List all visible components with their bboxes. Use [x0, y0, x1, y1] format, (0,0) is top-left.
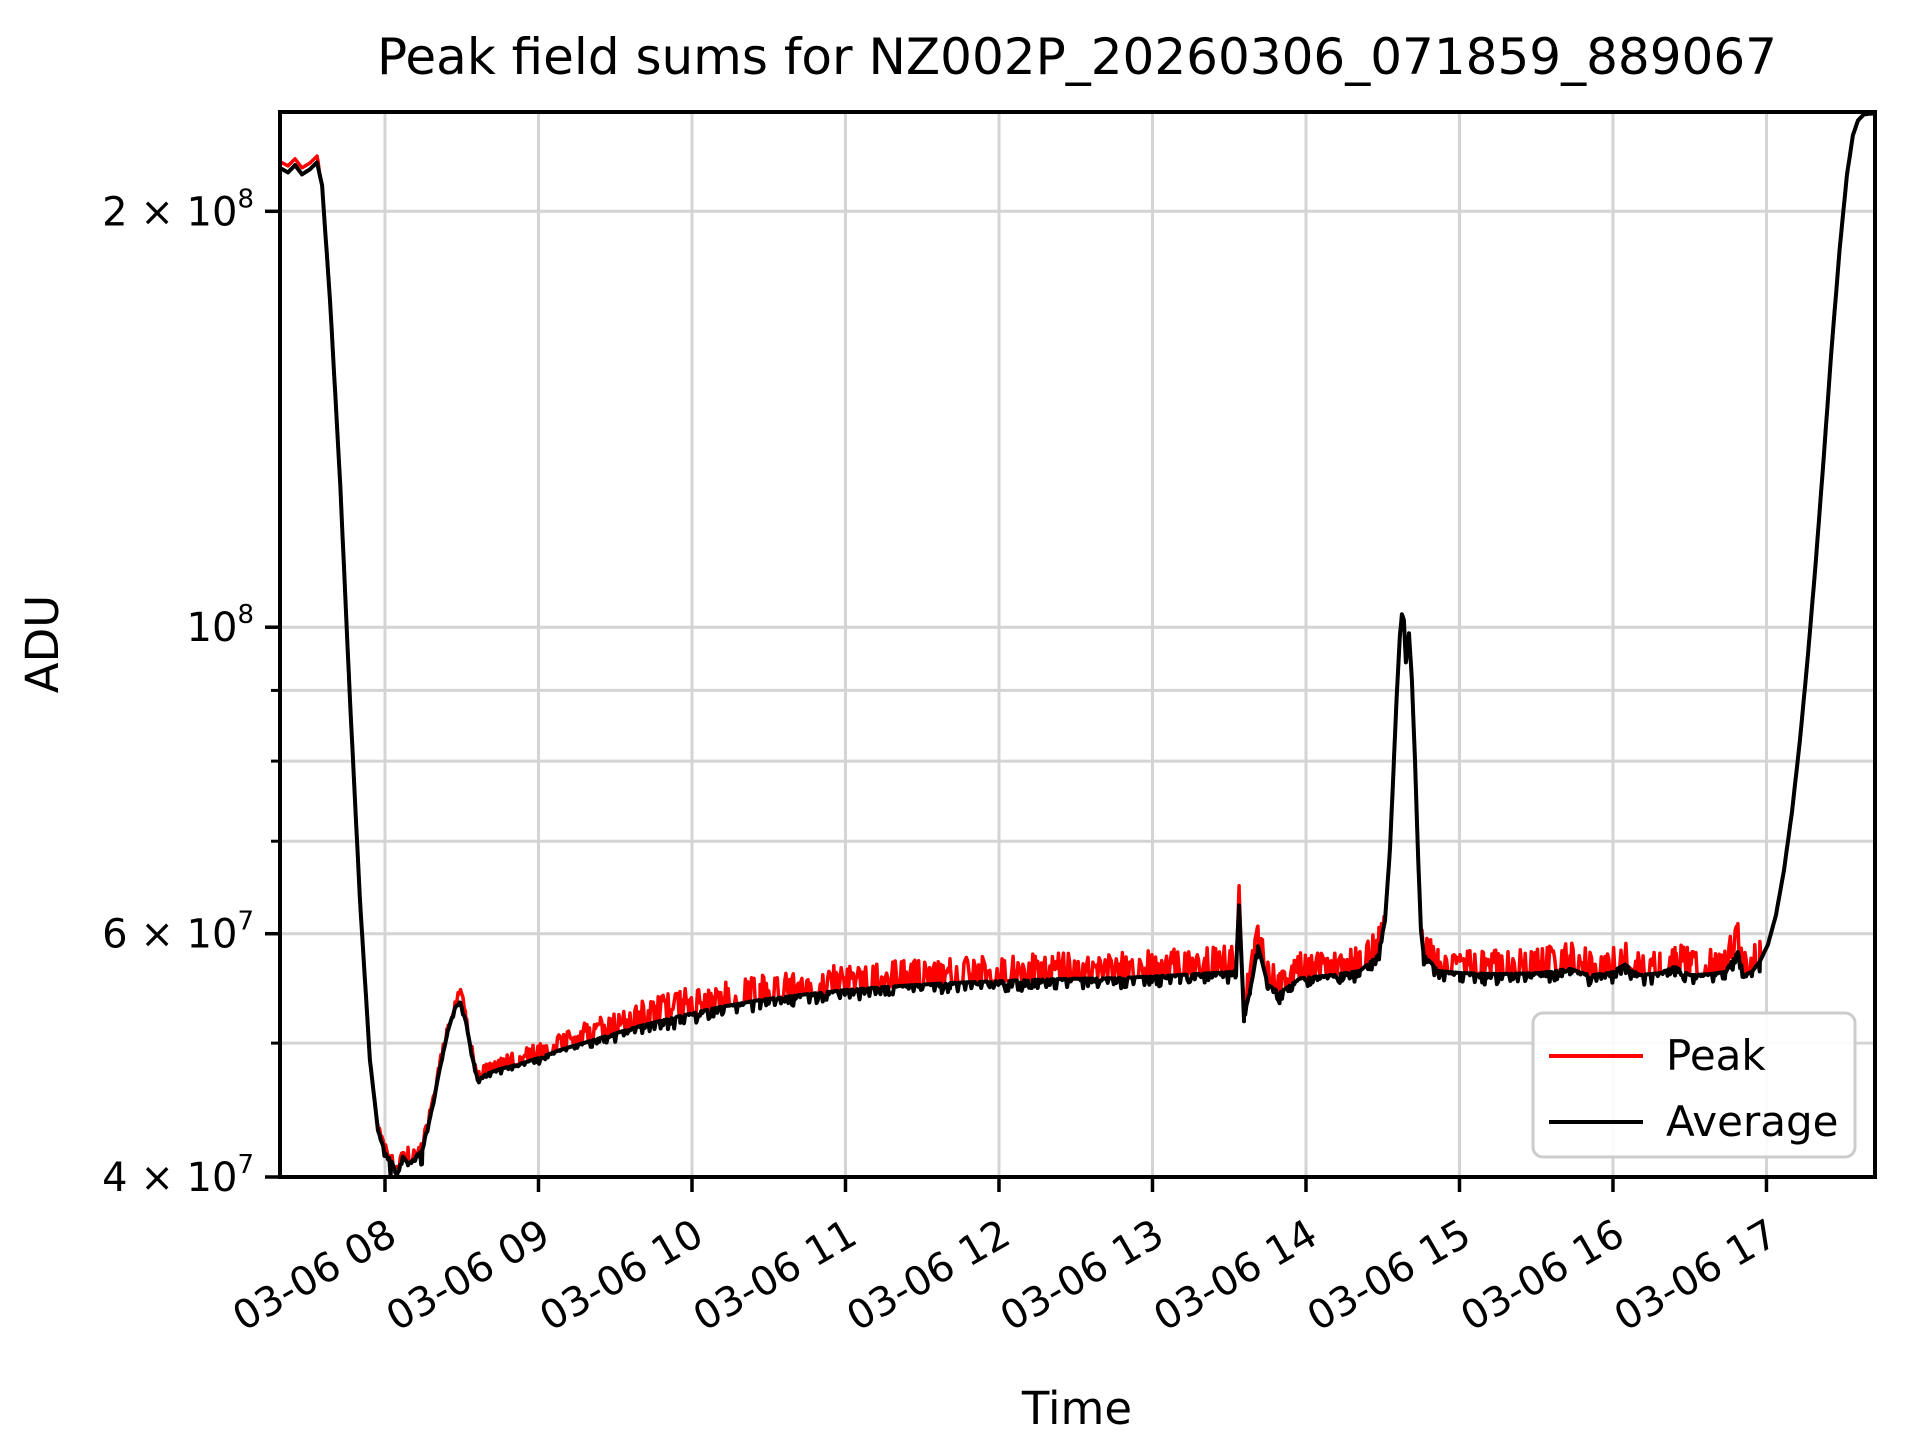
x-tick-label-14: 03-06 14 — [1146, 1211, 1325, 1341]
series-average-line — [280, 112, 1875, 1177]
legend: Peak Average — [1531, 1011, 1857, 1159]
y-tick-label-60000000: 6 × 107 — [102, 907, 254, 958]
legend-label-average: Average — [1666, 1097, 1838, 1146]
y-tick-label-200000000: 2 × 108 — [102, 184, 254, 235]
y-tick-label-100000000: 108 — [187, 600, 254, 651]
x-tick-label-13: 03-06 13 — [993, 1211, 1172, 1341]
series-lines — [280, 112, 1875, 1177]
x-tick-label-11: 03-06 11 — [686, 1211, 865, 1341]
x-tick-label-10: 03-06 10 — [532, 1211, 711, 1341]
axis-ticks — [265, 209, 1769, 1192]
series-peak-line — [280, 112, 1875, 1171]
y-axis-label: ADU — [16, 595, 69, 693]
x-tick-label-8: 03-06 08 — [225, 1211, 404, 1341]
x-tick-label-16: 03-06 16 — [1453, 1211, 1632, 1341]
y-tick-labels: 4 × 107 6 × 107 108 2 × 108 — [102, 184, 254, 1201]
chart-title: Peak field sums for NZ002P_20260306_0718… — [377, 28, 1777, 86]
x-tick-label-17: 03-06 17 — [1607, 1211, 1786, 1341]
x-tick-label-15: 03-06 15 — [1300, 1211, 1479, 1341]
y-tick-label-40000000: 4 × 107 — [102, 1150, 254, 1201]
axes-spines — [278, 110, 1877, 1179]
x-tick-label-12: 03-06 12 — [839, 1211, 1018, 1341]
x-tick-label-9: 03-06 09 — [379, 1211, 558, 1341]
legend-label-peak: Peak — [1666, 1031, 1766, 1080]
x-axis-label: Time — [1021, 1382, 1132, 1435]
